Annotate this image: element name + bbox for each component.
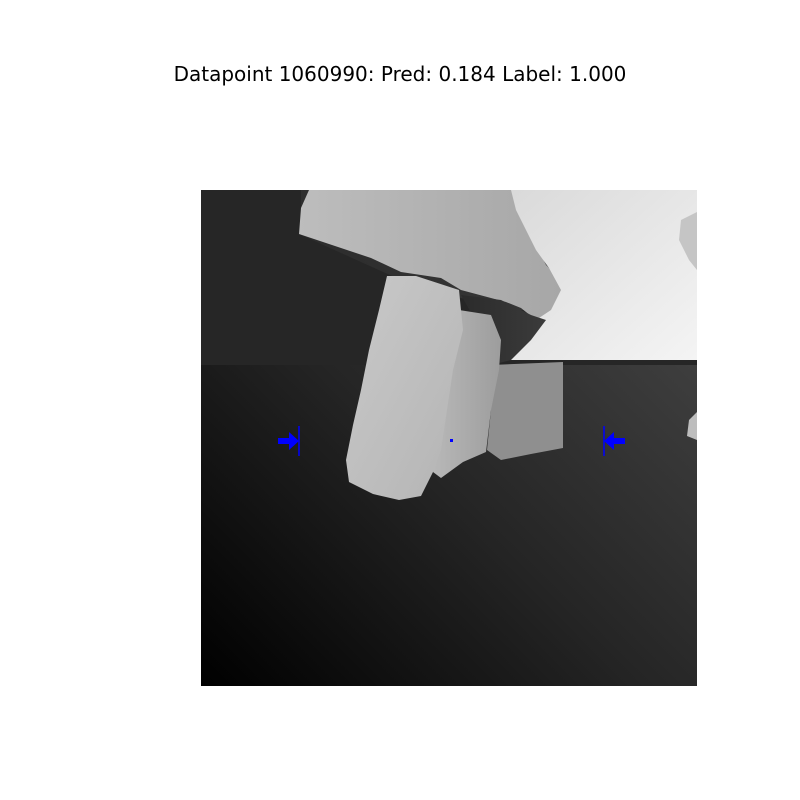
object-box-left [346, 276, 463, 500]
grasp-annotation [278, 426, 625, 456]
shadow-region [461, 295, 546, 365]
object-top-left [299, 190, 571, 320]
object-top-right [501, 190, 697, 360]
right-arrow-icon [604, 432, 625, 450]
object-right-edge [679, 212, 697, 270]
depth-image [201, 190, 697, 686]
depth-image-canvas [201, 190, 697, 686]
left-arrow-icon [278, 432, 299, 450]
object-box-middle [433, 310, 501, 478]
center-point-marker [450, 439, 453, 442]
figure-title: Datapoint 1060990: Pred: 0.184 Label: 1.… [173, 62, 627, 86]
object-right-blob [687, 412, 697, 440]
object-box-right [487, 362, 563, 460]
